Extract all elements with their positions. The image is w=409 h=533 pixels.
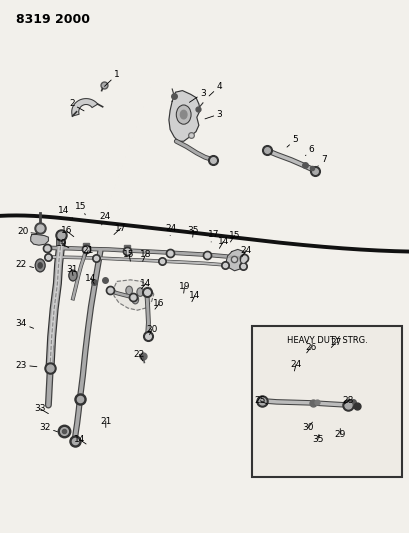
- Circle shape: [38, 263, 42, 268]
- Text: 32: 32: [39, 423, 57, 432]
- Text: 24: 24: [240, 246, 251, 257]
- Text: 5: 5: [286, 135, 297, 147]
- Circle shape: [35, 259, 45, 272]
- Text: 25: 25: [254, 397, 267, 405]
- Text: 31: 31: [66, 265, 77, 276]
- Circle shape: [176, 105, 191, 124]
- Circle shape: [137, 288, 143, 296]
- Text: 14: 14: [139, 279, 151, 289]
- Text: 15: 15: [228, 231, 240, 242]
- Text: 30: 30: [302, 422, 313, 432]
- Text: 20: 20: [146, 325, 157, 335]
- Polygon shape: [226, 249, 245, 271]
- Text: 14: 14: [74, 435, 86, 444]
- Text: 24: 24: [99, 213, 110, 225]
- Bar: [252, 326, 401, 477]
- Text: 24: 24: [290, 360, 301, 371]
- Text: 17: 17: [208, 230, 219, 242]
- Text: 1: 1: [104, 70, 119, 86]
- Text: 34: 34: [16, 319, 34, 328]
- Text: 23: 23: [16, 361, 37, 369]
- Polygon shape: [72, 99, 97, 116]
- Text: 16: 16: [153, 300, 164, 309]
- Text: 35: 35: [311, 434, 323, 444]
- Text: 15: 15: [75, 202, 87, 215]
- Text: 6: 6: [305, 145, 314, 156]
- Text: 3: 3: [189, 89, 205, 102]
- Text: 16: 16: [61, 227, 74, 237]
- Text: 19: 19: [178, 282, 190, 293]
- Text: 14: 14: [217, 237, 229, 248]
- Text: 8319 2000: 8319 2000: [16, 13, 90, 26]
- Text: 22: 22: [16, 260, 34, 269]
- Text: 21: 21: [100, 417, 111, 427]
- Text: HEAVY DUTY STRG.: HEAVY DUTY STRG.: [286, 336, 366, 345]
- Text: 18: 18: [139, 251, 151, 261]
- Text: 4: 4: [209, 82, 222, 96]
- Circle shape: [69, 270, 77, 281]
- Text: 17: 17: [114, 224, 126, 235]
- Text: 15: 15: [123, 251, 135, 261]
- Circle shape: [180, 110, 187, 119]
- Text: 14: 14: [189, 292, 200, 302]
- Text: 35: 35: [187, 226, 199, 237]
- Text: 19: 19: [56, 239, 69, 248]
- Text: 33: 33: [34, 405, 48, 414]
- Text: 3: 3: [204, 110, 222, 119]
- Polygon shape: [31, 235, 48, 245]
- Text: 14: 14: [85, 274, 97, 284]
- Text: 2: 2: [69, 100, 84, 111]
- Text: 20: 20: [17, 228, 37, 236]
- Text: 29: 29: [334, 429, 345, 439]
- Text: 24: 24: [165, 224, 177, 236]
- Text: 26: 26: [304, 343, 316, 353]
- Text: 21: 21: [82, 246, 94, 256]
- Polygon shape: [114, 280, 153, 310]
- Circle shape: [126, 286, 132, 295]
- Circle shape: [132, 295, 138, 304]
- Polygon shape: [169, 91, 200, 141]
- Text: 28: 28: [342, 397, 353, 405]
- Text: 14: 14: [58, 206, 73, 219]
- Text: 22: 22: [133, 350, 145, 361]
- Text: 27: 27: [330, 338, 341, 348]
- Text: 7: 7: [317, 156, 326, 166]
